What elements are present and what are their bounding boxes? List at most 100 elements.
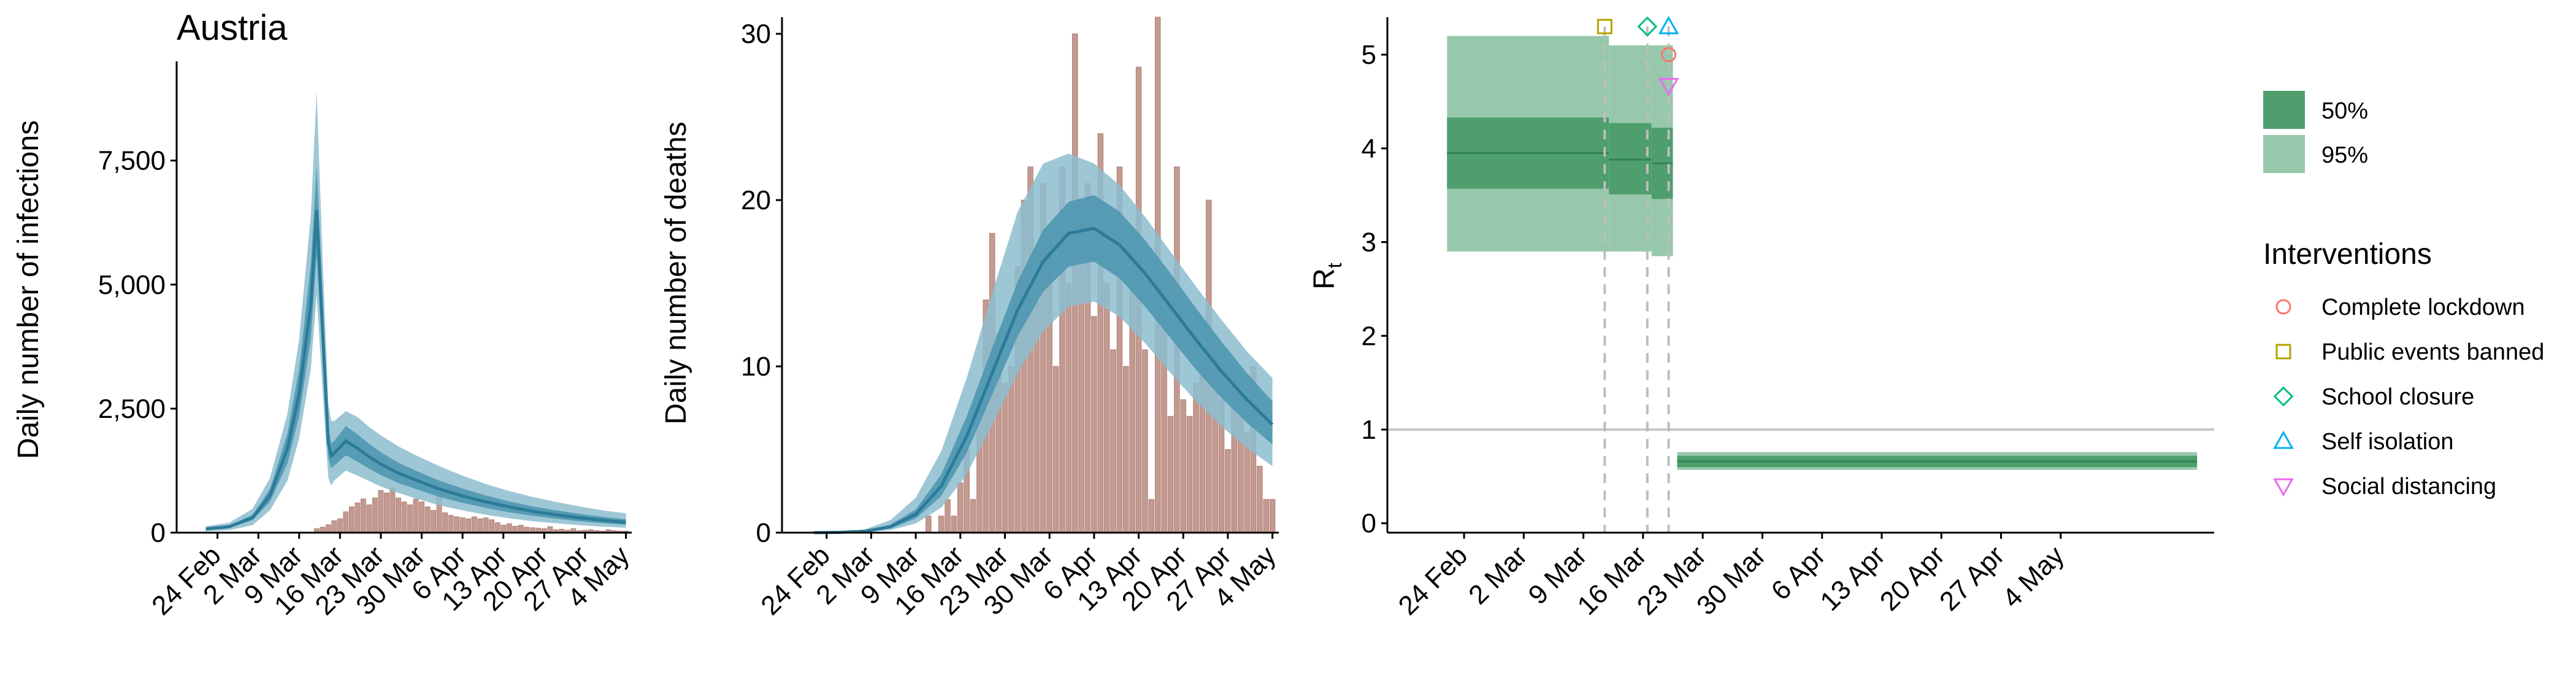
legend-label-95: 95%: [2321, 142, 2368, 168]
death-bar: [1065, 283, 1072, 533]
legend-key-95: [2263, 135, 2305, 173]
infection-bar: [343, 511, 349, 533]
infection-bar: [483, 517, 489, 533]
y-tick-label: 10: [741, 352, 771, 382]
death-bar: [1180, 399, 1186, 533]
y-tick-label: 2: [1362, 321, 1376, 351]
death-bar: [945, 499, 951, 533]
intervention-marker: [1661, 47, 1677, 63]
death-bar: [970, 499, 976, 533]
infection-bar: [500, 525, 507, 533]
y-tick-label: 5: [1362, 40, 1376, 70]
diamond-icon: [2273, 386, 2294, 407]
infection-bar: [396, 497, 401, 533]
death-bar: [926, 515, 932, 533]
death-bar: [1110, 349, 1116, 533]
infection-bar: [419, 501, 424, 533]
y-tick-label: 1: [1362, 415, 1376, 445]
infection-bar: [378, 490, 384, 533]
infection-bar: [361, 498, 366, 533]
legend-label-intervention: Social distancing: [2321, 474, 2496, 500]
legend-label-intervention: Public events banned: [2321, 339, 2544, 365]
infection-bar: [466, 518, 472, 533]
y-tick-label: 0: [1362, 509, 1376, 539]
infection-bar: [413, 498, 419, 533]
infection-bar: [401, 501, 407, 533]
infection-median-line: [205, 210, 626, 531]
death-bar: [1002, 382, 1008, 533]
y-tick-label: 3: [1362, 228, 1376, 258]
x-tick-label: 20 Apr: [1874, 540, 1951, 617]
death-bar: [1091, 316, 1097, 533]
y-axis-label: Rt: [1308, 263, 1346, 290]
y-tick-label: 7,500: [98, 146, 166, 176]
infection-bar: [494, 522, 500, 533]
infection-bar: [512, 525, 518, 533]
infection-bar: [442, 512, 448, 533]
death-bar: [1123, 366, 1129, 533]
infection-bar: [372, 497, 378, 533]
triangle-down-icon: [2273, 478, 2294, 497]
triangle-icon: [2273, 430, 2294, 449]
y-tick-label: 2,500: [98, 394, 166, 424]
legend-label-intervention: Self isolation: [2321, 429, 2453, 455]
x-tick-label: 24 Feb: [1393, 540, 1474, 621]
y-axis-label-main: R: [1308, 268, 1341, 290]
square-icon: [2275, 344, 2291, 360]
infection-bar: [355, 502, 361, 533]
infection-bar: [454, 516, 460, 533]
infection-bar: [389, 487, 396, 533]
death-bar: [1186, 415, 1193, 533]
legend-label-50: 50%: [2321, 98, 2368, 124]
death-bar: [1263, 499, 1269, 533]
infection-bar: [348, 506, 355, 533]
infection-bar: [459, 517, 466, 533]
infection-band-95: [205, 91, 626, 531]
infection-bar: [448, 515, 454, 533]
death-bar: [1269, 499, 1276, 533]
y-tick-label: 0: [756, 518, 771, 548]
infection-bar: [431, 510, 436, 533]
infection-band-50: [205, 165, 626, 530]
legend-title: Interventions: [2263, 238, 2432, 271]
intervention-marker: [1658, 77, 1679, 96]
death-bar: [1052, 366, 1059, 533]
x-tick-label: 2 Mar: [1463, 540, 1533, 610]
infection-bar: [471, 516, 477, 533]
death-bar: [1103, 283, 1110, 533]
x-tick-label: 30 Mar: [1691, 540, 1771, 620]
death-band-95: [813, 153, 1273, 533]
legend-label-intervention: Complete lockdown: [2321, 295, 2525, 320]
legend: 50% 95% Interventions Complete lockdown P…: [2263, 91, 2544, 500]
legend-label-intervention: School closure: [2321, 384, 2474, 410]
infection-bar: [407, 504, 413, 533]
circle-icon: [2275, 299, 2291, 315]
panel-title: Austria: [177, 8, 288, 48]
intervention-legend-items: Complete lockdown Public events banned Sch…: [2273, 295, 2544, 500]
x-tick-label: 13 Apr: [1814, 540, 1891, 617]
infection-bar: [337, 518, 343, 533]
death-bar: [1148, 499, 1155, 533]
infection-bar: [366, 504, 372, 533]
death-bar: [951, 515, 957, 533]
infection-bar: [325, 524, 331, 533]
death-bar: [1167, 415, 1174, 533]
infection-bar: [424, 506, 431, 533]
death-bar: [1193, 382, 1199, 533]
infection-bar: [384, 492, 389, 533]
death-bar: [957, 482, 964, 533]
infection-bar: [506, 523, 512, 533]
death-bar: [1225, 449, 1231, 533]
y-tick-label: 20: [741, 185, 771, 215]
death-bar: [938, 515, 945, 533]
y-tick-label: 0: [151, 518, 166, 548]
death-bar: [1142, 349, 1148, 533]
death-median-line: [813, 226, 1274, 534]
rt-band-50: [1609, 123, 1652, 195]
